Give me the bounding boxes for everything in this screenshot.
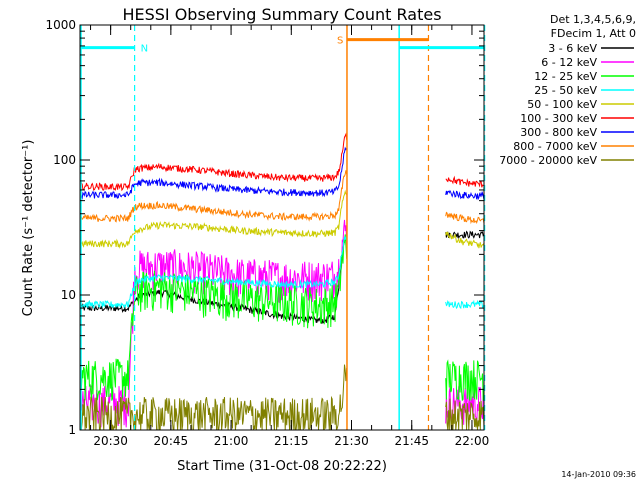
- legend-label-8: 7000 - 20000 keV: [499, 154, 597, 167]
- y-axis-label: Count Rate (s⁻¹ detector⁻¹): [21, 140, 36, 317]
- series-line-8: [445, 398, 484, 430]
- x-tick-label-3: 21:15: [274, 434, 309, 448]
- series-line-4: [80, 189, 347, 249]
- y-tick-label-1: 10: [61, 288, 76, 302]
- series-line-3: [80, 236, 348, 310]
- legend-header-line-2: FDecim 1, Att 0: [551, 27, 636, 40]
- y-tick-label-2: 100: [53, 153, 76, 167]
- legend-label-1: 6 - 12 keV: [541, 56, 597, 69]
- series-line-1: [80, 219, 348, 428]
- legend-label-0: 3 - 6 keV: [548, 42, 597, 55]
- legend-header-line-1: Det 1,3,4,5,6,9,: [550, 13, 636, 26]
- series-line-3: [445, 299, 484, 310]
- series-line-7: [445, 211, 484, 225]
- series-line-5: [445, 175, 484, 188]
- x-tick-label-5: 21:45: [394, 434, 429, 448]
- x-tick-label-4: 21:30: [334, 434, 369, 448]
- legend-label-5: 100 - 300 keV: [520, 112, 597, 125]
- series-line-2: [80, 234, 348, 401]
- timestamp: 14-Jan-2010 09:36: [561, 470, 636, 479]
- x-tick-label-0: 20:30: [93, 434, 128, 448]
- flag-label-1: S: [337, 36, 343, 47]
- legend-label-7: 800 - 7000 keV: [513, 140, 597, 153]
- legend-label-4: 50 - 100 keV: [527, 98, 597, 111]
- x-tick-label-6: 22:00: [455, 434, 490, 448]
- y-tick-label-3: 1000: [45, 18, 76, 32]
- series-line-4: [445, 231, 484, 249]
- series-line-5: [80, 132, 348, 192]
- flag-label-0: N: [141, 44, 148, 55]
- series-line-2: [445, 359, 484, 402]
- x-axis-label: Start Time (31-Oct-08 20:22:22): [177, 459, 387, 474]
- legend-label-3: 25 - 50 keV: [534, 84, 597, 97]
- plot-area: N S 1 10 100 1000 20:30 20:45 21:00 21:15 21:30 21:…: [45, 18, 489, 448]
- y-tick-label-0: 1: [68, 423, 76, 437]
- series-line-8: [80, 364, 348, 430]
- x-tick-label-2: 21:00: [214, 434, 249, 448]
- plot-frame: [79, 24, 485, 431]
- legend-label-2: 12 - 25 keV: [534, 70, 597, 83]
- x-tick-label-1: 20:45: [154, 434, 189, 448]
- chart-title: HESSI Observing Summary Count Rates: [122, 5, 441, 24]
- legend-label-6: 300 - 800 keV: [520, 126, 597, 139]
- series-line-6: [80, 146, 348, 200]
- series-line-6: [445, 189, 484, 201]
- series-line-7: [80, 170, 348, 223]
